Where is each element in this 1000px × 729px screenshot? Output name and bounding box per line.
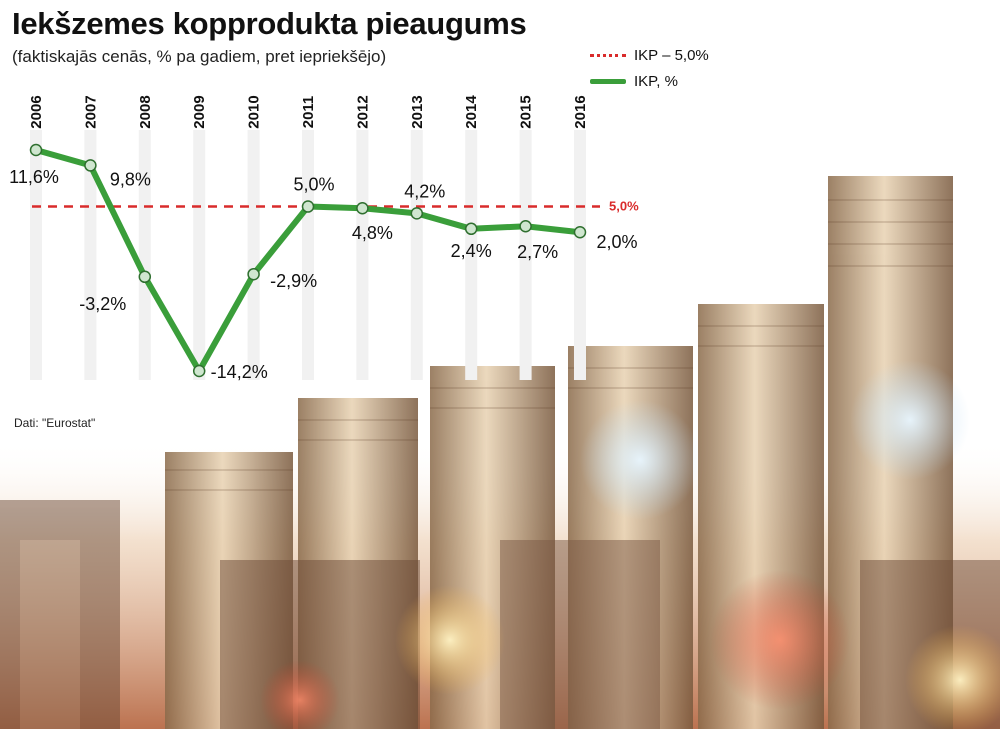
data-label-2011: 5,0% xyxy=(293,175,334,195)
column-band-2016 xyxy=(574,130,586,380)
data-point-2014 xyxy=(464,222,478,236)
column-band-2014 xyxy=(465,130,478,380)
data-point-2010 xyxy=(247,267,260,281)
data-label-2014: 2,4% xyxy=(451,241,492,261)
data-point-2009 xyxy=(192,364,206,378)
x-tick-label-2015: 2015 xyxy=(518,95,535,128)
column-band-2006 xyxy=(30,130,42,380)
legend-dash-swatch xyxy=(590,53,626,57)
x-tick-label-2012: 2012 xyxy=(354,95,371,128)
data-label-2015: 2,7% xyxy=(517,242,558,262)
data-point-2006 xyxy=(29,143,43,157)
x-tick-label-2007: 2007 xyxy=(82,95,99,128)
x-tick-label-2014: 2014 xyxy=(463,95,480,129)
data-label-2006: 11,6% xyxy=(9,167,59,187)
data-label-2013: 4,2% xyxy=(404,181,445,201)
data-label-2012: 4,8% xyxy=(352,223,393,243)
data-label-2009: -14,2% xyxy=(211,362,268,382)
legend-label-series: IKP, % xyxy=(634,72,678,90)
data-label-2008: -3,2% xyxy=(79,294,126,314)
data-label-2007: 9,8% xyxy=(110,169,151,189)
x-tick-label-2008: 2008 xyxy=(137,95,154,128)
column-band-2010 xyxy=(247,130,260,380)
source-note: Dati: "Eurostat" xyxy=(14,416,96,430)
legend-label-reference: IKP – 5,0% xyxy=(634,46,709,64)
x-tick-label-2009: 2009 xyxy=(191,95,208,128)
x-tick-label-2013: 2013 xyxy=(409,95,426,128)
x-tick-label-2011: 2011 xyxy=(300,96,317,129)
chart-subtitle: (faktiskajās cenās, % pa gadiem, pret ie… xyxy=(12,47,387,66)
data-point-2012 xyxy=(356,201,369,215)
x-tick-label-2010: 2010 xyxy=(246,95,263,128)
legend-item-series: IKP, % xyxy=(590,68,709,94)
data-points xyxy=(29,143,587,378)
data-point-2013 xyxy=(410,207,424,220)
x-tick-label-2006: 2006 xyxy=(28,95,45,128)
chart-title: Iekšzemes kopprodukta pieaugums xyxy=(12,6,527,41)
column-band-2015 xyxy=(519,130,532,380)
reference-line-label: 5,0% xyxy=(609,199,639,214)
column-band-2009 xyxy=(193,130,206,380)
data-label-2010: -2,9% xyxy=(270,271,317,291)
year-column-bands xyxy=(30,130,586,380)
year-tick-labels: 2006 2007 2008 2009 2010 2011 2012 2013 2014 2015… xyxy=(28,95,589,129)
data-point-2008 xyxy=(138,270,152,284)
data-point-2016 xyxy=(573,225,587,239)
legend: IKP – 5,0% IKP, % xyxy=(590,42,709,94)
data-point-2007 xyxy=(84,159,97,172)
data-point-2011 xyxy=(301,200,315,213)
data-point-2015 xyxy=(519,219,532,233)
data-label-2016: 2,0% xyxy=(596,232,637,252)
data-labels: 11,6% 9,8% -3,2% -14,2% -2,9% 5,0% 4,8% 4,2% 2,4… xyxy=(9,167,637,382)
column-band-2011 xyxy=(302,130,314,380)
legend-item-reference: IKP – 5,0% xyxy=(590,42,709,68)
legend-line-swatch xyxy=(590,78,626,84)
column-band-2013 xyxy=(410,130,423,380)
column-band-2007 xyxy=(84,130,97,380)
column-band-2012 xyxy=(356,130,369,380)
column-band-2008 xyxy=(138,130,151,380)
x-tick-label-2016: 2016 xyxy=(572,95,589,128)
